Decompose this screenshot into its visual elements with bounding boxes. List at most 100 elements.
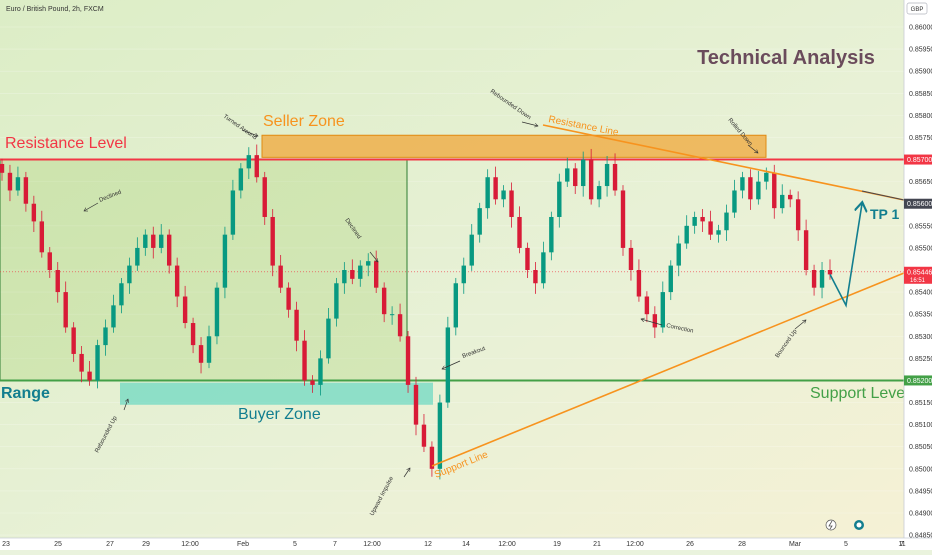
candle-body <box>87 371 92 381</box>
candle-body <box>501 190 506 200</box>
candle-body <box>517 216 522 248</box>
candle-body <box>39 221 45 253</box>
price-tag-countdown: 16:51 <box>910 278 926 284</box>
candle-body <box>557 181 562 217</box>
candle-body <box>342 270 347 284</box>
price-tag-label: 0.85200 <box>907 378 932 385</box>
candle-body <box>549 216 554 253</box>
candle-body <box>708 221 713 235</box>
price-tick-label: 0.85100 <box>909 422 932 429</box>
candle-body <box>525 247 530 271</box>
candle-body <box>732 190 737 213</box>
candle-body <box>119 283 124 306</box>
candle-body <box>63 292 68 328</box>
candle-body <box>453 283 459 328</box>
candle-body <box>7 172 13 191</box>
time-tick-label: 29 <box>142 541 150 548</box>
resistance-trendline-extension <box>861 190 905 201</box>
time-tick-label: 25 <box>54 541 62 548</box>
candle-body <box>628 247 634 271</box>
candle-body <box>477 208 482 235</box>
candle-body <box>509 190 514 217</box>
price-tag-label: 0.85446 <box>907 269 932 276</box>
time-tick-label: 7 <box>333 541 337 548</box>
time-tick-label: 21 <box>593 541 601 548</box>
seller-zone-label: Seller Zone <box>263 113 345 130</box>
price-tick-label: 0.85300 <box>909 334 932 341</box>
candle-body <box>206 336 212 363</box>
candle-body <box>397 314 403 337</box>
candle-body <box>294 309 299 341</box>
candle-body <box>135 247 140 266</box>
resistance-trendline[interactable] <box>542 124 905 201</box>
tp-label: TP 1 <box>870 206 900 222</box>
time-tick-label: Feb <box>237 541 249 548</box>
time-tick-label: 27 <box>106 541 114 548</box>
buyer-zone-label: Buyer Zone <box>238 406 321 423</box>
candle-body <box>493 177 498 200</box>
candle-body <box>230 190 236 235</box>
candle-body <box>413 384 419 425</box>
time-tick-label: 12:00 <box>181 541 199 548</box>
candle-body <box>756 181 761 200</box>
candle-body <box>668 265 673 293</box>
time-tick-label: 12:00 <box>498 541 516 548</box>
candle-body <box>381 287 387 315</box>
candle-body <box>47 252 52 271</box>
candle-body <box>15 177 21 191</box>
live-indicator-icon[interactable] <box>854 520 864 530</box>
price-tick-label: 0.85800 <box>909 113 932 120</box>
candle-body <box>445 327 451 403</box>
price-tick-label: 0.85400 <box>909 290 932 297</box>
time-tick-label: 11 <box>898 541 905 548</box>
price-tick-label: 0.85850 <box>909 91 932 98</box>
time-tick-label: 7 <box>900 541 904 548</box>
candle-body <box>421 424 427 447</box>
candle-body <box>795 199 801 231</box>
candle-body <box>71 327 76 354</box>
candle-body <box>373 261 379 288</box>
candle-body <box>405 336 411 385</box>
candle-body <box>676 243 681 266</box>
candle-body <box>644 296 650 315</box>
price-tick-label: 0.85550 <box>909 223 932 230</box>
candle-body <box>636 270 642 297</box>
price-tick-label: 0.85150 <box>909 400 932 407</box>
price-tags: 0.85700 0.85600 0.85446 16:51 0.85200 <box>904 154 932 386</box>
time-ticks: 23 25 27 29 12:00 Feb 5 7 12:00 12 14 12:00 19 21 12:0… <box>2 541 906 548</box>
candle-body <box>803 230 809 271</box>
flash-icon[interactable] <box>825 519 837 531</box>
candle-body <box>286 287 291 310</box>
time-tick-label: 19 <box>553 541 561 548</box>
price-tag <box>904 198 932 209</box>
candle-body <box>143 234 148 248</box>
time-tick-label: 12 <box>424 541 432 548</box>
currency-label: GBP <box>911 7 924 13</box>
support-trendline[interactable] <box>431 272 905 467</box>
price-tick-label: 0.85250 <box>909 356 932 363</box>
projection-path[interactable] <box>829 204 862 308</box>
currency-badge[interactable] <box>906 2 928 15</box>
candle-body <box>604 163 610 187</box>
symbol-title[interactable]: Euro / British Pound, 2h, FXCM <box>6 6 104 13</box>
candle-body <box>389 314 395 316</box>
candle-body <box>660 292 666 328</box>
buyer-zone <box>120 382 433 405</box>
candle-body <box>302 340 307 381</box>
support-level-label: Support Level <box>810 385 909 402</box>
candle-body <box>620 190 626 248</box>
candle-body <box>0 163 5 173</box>
time-tick-label: 23 <box>2 541 10 548</box>
candle-body <box>780 194 785 209</box>
price-tick-label: 0.85000 <box>909 466 932 473</box>
candle-body <box>716 230 721 235</box>
candle-body <box>159 234 164 248</box>
grid <box>0 26 904 536</box>
candle-body <box>819 270 825 288</box>
time-tick-label: 26 <box>686 541 694 548</box>
time-axis[interactable] <box>0 538 932 550</box>
time-tick-label: 14 <box>462 541 470 548</box>
candle-body <box>198 345 204 363</box>
